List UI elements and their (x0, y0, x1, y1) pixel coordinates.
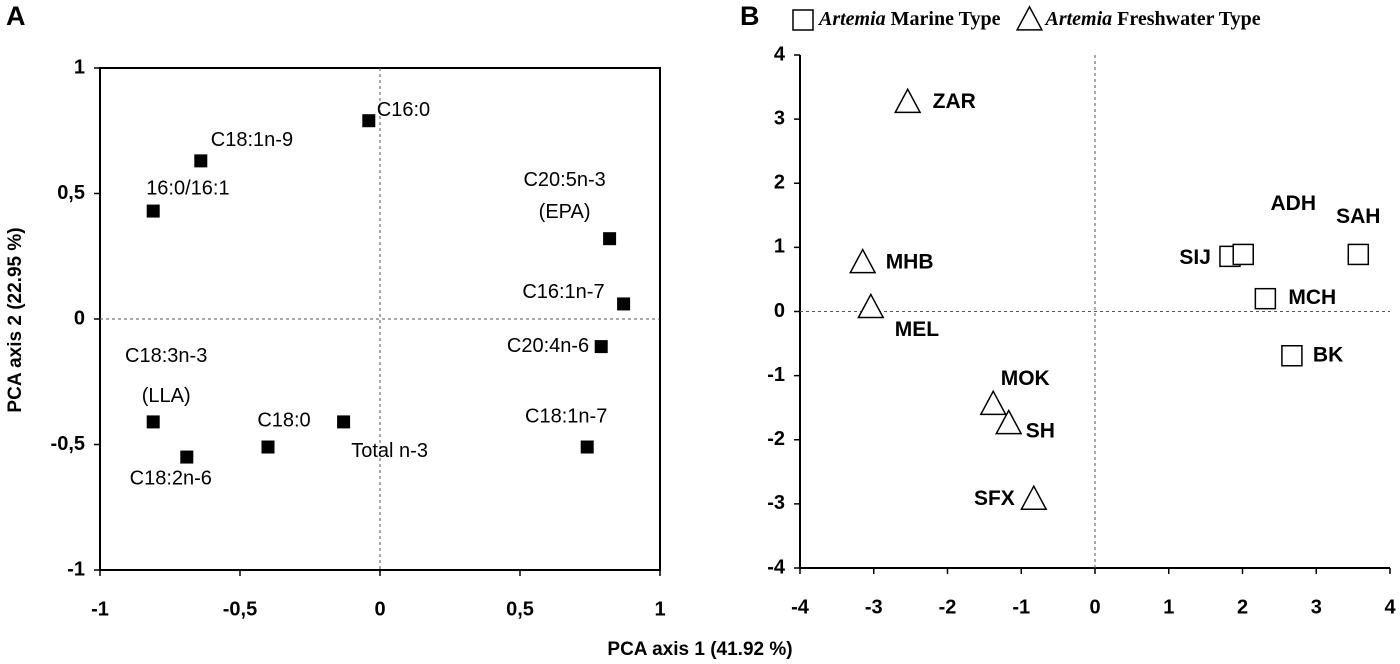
point (849, 247, 877, 274)
x-tick-label: -3 (865, 596, 883, 618)
point (337, 415, 351, 429)
x-tick-label: 3 (1311, 596, 1322, 618)
point-label: C16:0 (377, 99, 430, 121)
point-label: C20:5n-3 (523, 169, 605, 191)
y-tick-label: 1 (774, 236, 785, 258)
y-axis-title: PCA axis 2 (22.95 %) (5, 227, 26, 412)
point-label: MOK (1001, 367, 1050, 390)
point-label: SIJ (1179, 246, 1211, 269)
point (362, 114, 376, 128)
x-tick-label: 0 (1089, 596, 1100, 618)
point (580, 440, 594, 454)
x-tick-label: 2 (1237, 596, 1248, 618)
point (1347, 243, 1370, 266)
x-tick-label: 4 (1384, 596, 1396, 618)
x-axis-title: PCA axis 1 (41.92 %) (607, 639, 792, 660)
point (146, 204, 160, 218)
legend-label: Artemia Marine Type (817, 8, 1001, 30)
point-label: C18:1n-9 (211, 129, 293, 151)
point-label: C18:0 (257, 409, 310, 431)
y-tick-label: 2 (774, 172, 785, 194)
panel-label: A (6, 1, 26, 31)
point (594, 340, 608, 354)
point-label: MCH (1288, 286, 1336, 309)
y-tick-label: -2 (767, 428, 785, 450)
point-label: MEL (895, 318, 940, 341)
x-tick-label: -2 (939, 596, 957, 618)
x-tick-label: -1 (1012, 596, 1030, 618)
point (180, 450, 194, 464)
legend-marker (1015, 5, 1044, 31)
point-label: C18:1n-7 (525, 405, 607, 427)
point-label: (LLA) (142, 385, 191, 407)
y-tick-label: -0,5 (51, 433, 85, 455)
y-tick-label: -1 (767, 364, 785, 386)
point (617, 297, 631, 311)
point (1281, 344, 1303, 367)
legend-label: Artemia Freshwater Type (1043, 8, 1260, 30)
point (261, 440, 275, 454)
x-tick-label: 0 (374, 598, 385, 620)
y-tick-label: 1 (74, 56, 85, 78)
y-tick-label: 0 (74, 307, 85, 329)
point (979, 389, 1007, 416)
y-tick-label: 0,5 (57, 182, 85, 204)
point-label: ZAR (933, 90, 976, 113)
y-tick-label: 3 (774, 107, 785, 129)
point (194, 154, 208, 168)
point-label: Total n-3 (351, 440, 428, 462)
point-label: SAH (1336, 205, 1380, 228)
point (603, 232, 617, 246)
legend-marker (792, 9, 814, 31)
point (857, 292, 885, 319)
point-label: C20:4n-6 (507, 335, 589, 357)
x-tick-label: 0,5 (506, 598, 534, 620)
y-tick-label: -1 (67, 558, 85, 580)
y-tick-label: -3 (767, 492, 785, 514)
point (894, 87, 922, 114)
panel-label: B (740, 1, 760, 31)
point-label: SH (1026, 419, 1055, 442)
point-label: MHB (886, 250, 934, 273)
point-label: (EPA) (539, 201, 591, 223)
y-tick-label: 4 (774, 43, 786, 65)
point-label: 16:0/16:1 (146, 177, 229, 199)
x-tick-label: -0,5 (223, 598, 257, 620)
x-tick-label: -1 (91, 598, 109, 620)
x-tick-label: -4 (791, 596, 810, 618)
x-tick-label: 1 (654, 598, 665, 620)
point (1232, 243, 1254, 266)
point-label: C16:1n-7 (522, 281, 604, 303)
point (1254, 287, 1277, 310)
point-label: BK (1313, 343, 1343, 366)
point-label: ADH (1270, 192, 1316, 215)
point-label: SFX (974, 487, 1015, 510)
point (995, 408, 1023, 435)
point-label: C18:2n-6 (130, 467, 212, 489)
point-label: C18:3n-3 (125, 345, 207, 367)
y-tick-label: 0 (774, 300, 785, 322)
point (1020, 484, 1048, 511)
x-tick-label: 1 (1163, 596, 1174, 618)
point (146, 415, 160, 429)
y-tick-label: -4 (767, 556, 786, 578)
